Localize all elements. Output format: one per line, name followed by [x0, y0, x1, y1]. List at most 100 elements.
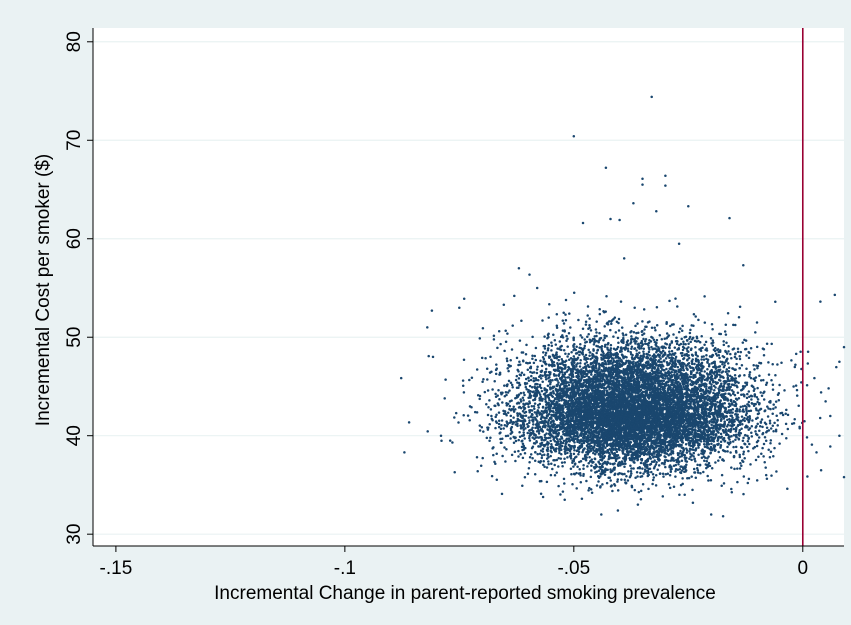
- scatter-point: [519, 400, 523, 403]
- scatter-point: [655, 338, 659, 342]
- scatter-point: [769, 439, 773, 442]
- scatter-point: [522, 428, 525, 432]
- scatter-point: [576, 465, 579, 469]
- scatter-point: [557, 358, 560, 362]
- scatter-point: [579, 481, 583, 484]
- scatter-point: [587, 348, 590, 352]
- scatter-point: [573, 441, 576, 444]
- scatter-point: [532, 379, 535, 383]
- scatter-point: [663, 368, 666, 372]
- scatter-point: [572, 452, 576, 456]
- scatter-point: [776, 363, 779, 366]
- scatter-point: [728, 417, 731, 421]
- scatter-point: [537, 406, 540, 409]
- scatter-point: [487, 405, 490, 409]
- scatter-point: [704, 456, 707, 459]
- scatter-point: [646, 357, 649, 360]
- scatter-point: [579, 361, 582, 365]
- scatter-point: [641, 320, 644, 323]
- scatter-point: [710, 442, 713, 445]
- scatter-point: [517, 455, 520, 458]
- scatter-point: [767, 361, 770, 364]
- scatter-point: [473, 410, 477, 414]
- scatter-point: [668, 299, 671, 303]
- scatter-point: [572, 348, 575, 352]
- scatter-point: [594, 356, 597, 360]
- scatter-point: [562, 348, 566, 352]
- scatter-point: [647, 350, 651, 354]
- scatter-point: [493, 379, 496, 383]
- scatter-point: [629, 464, 632, 468]
- scatter-point: [587, 489, 590, 492]
- scatter-point: [574, 348, 578, 352]
- scatter-point: [588, 324, 591, 327]
- scatter-point: [528, 460, 531, 464]
- scatter-point: [503, 384, 506, 387]
- scatter-point: [490, 417, 494, 421]
- scatter-point: [697, 426, 700, 430]
- scatter-point: [569, 326, 572, 329]
- scatter-point: [824, 400, 827, 403]
- scatter-point: [556, 347, 559, 350]
- scatter-point: [598, 331, 601, 335]
- scatter-point: [572, 291, 576, 295]
- scatter-point: [740, 427, 743, 431]
- scatter-point: [555, 471, 558, 474]
- scatter-point: [706, 474, 709, 478]
- scatter-point: [475, 368, 479, 371]
- grid-lines: [93, 41, 844, 535]
- scatter-point: [740, 393, 743, 396]
- scatter-points: [399, 95, 846, 518]
- scatter-point: [692, 312, 696, 316]
- scatter-point: [725, 368, 729, 371]
- scatter-point: [735, 362, 738, 366]
- scatter-point: [658, 472, 662, 475]
- scatter-point: [741, 405, 745, 408]
- scatter-point: [578, 353, 581, 357]
- scatter-point: [461, 379, 465, 382]
- scatter-point: [538, 402, 542, 406]
- scatter-point: [717, 436, 721, 439]
- scatter-point: [539, 442, 542, 446]
- scatter-point: [742, 475, 746, 478]
- scatter-point: [805, 436, 809, 439]
- scatter-point: [818, 416, 822, 420]
- scatter-point: [595, 351, 598, 355]
- scatter-point: [521, 396, 525, 400]
- scatter-point: [746, 445, 749, 449]
- scatter-point: [714, 461, 717, 464]
- scatter-point: [695, 371, 699, 375]
- scatter-point: [485, 367, 489, 371]
- scatter-point: [708, 355, 712, 358]
- scatter-point: [544, 351, 548, 355]
- scatter-point: [502, 303, 506, 306]
- scatter-point: [512, 416, 515, 419]
- scatter-point: [572, 336, 575, 339]
- scatter-point: [563, 457, 566, 461]
- scatter-point: [561, 464, 564, 468]
- scatter-point: [588, 354, 591, 358]
- scatter-point: [717, 391, 720, 395]
- scatter-point: [672, 485, 676, 489]
- scatter-point: [557, 484, 560, 488]
- scatter-point: [719, 432, 723, 436]
- scatter-point: [654, 355, 658, 358]
- scatter-point: [557, 457, 560, 460]
- scatter-point: [602, 387, 606, 390]
- scatter-point: [529, 453, 533, 456]
- scatter-point: [488, 423, 491, 426]
- scatter-point: [696, 471, 700, 474]
- scatter-point: [555, 425, 558, 429]
- scatter-point: [570, 472, 573, 476]
- scatter-point: [642, 308, 646, 311]
- scatter-point: [697, 446, 700, 449]
- scatter-point: [762, 353, 766, 357]
- scatter-point: [462, 297, 466, 301]
- scatter-point: [533, 398, 537, 401]
- scatter-point: [531, 426, 534, 429]
- scatter-point: [602, 339, 605, 342]
- scatter-point: [558, 384, 562, 388]
- scatter-point: [664, 465, 667, 469]
- scatter-point: [651, 472, 655, 476]
- scatter-point: [639, 471, 642, 475]
